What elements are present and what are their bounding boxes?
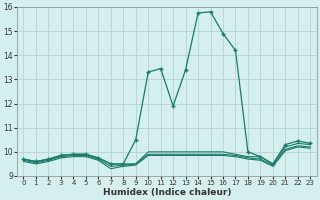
X-axis label: Humidex (Indice chaleur): Humidex (Indice chaleur)	[103, 188, 231, 197]
